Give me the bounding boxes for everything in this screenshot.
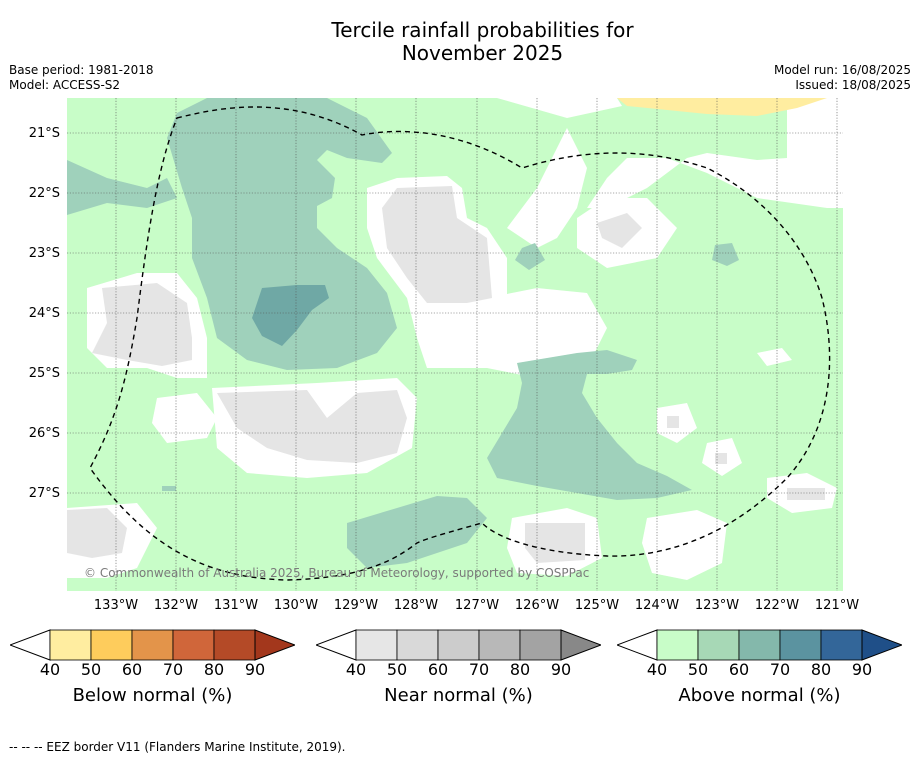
colorbar-tick-label: 40 [345, 660, 367, 679]
above-60-region [252, 285, 329, 346]
below-normal-legend-title: Below normal (%) [72, 685, 233, 706]
colorbar-tick-label: 50 [80, 660, 102, 679]
copyright-text: © Commonwealth of Australia 2025, Bureau… [84, 566, 590, 580]
lon-label: 121°W [814, 598, 860, 613]
colorbar-tick-label: 90 [550, 660, 572, 679]
colorbar-tick-label: 80 [203, 660, 225, 679]
colorbar-tick-label: 50 [687, 660, 709, 679]
colorbar-low-arrow [10, 629, 51, 661]
colorbar-high-arrow [254, 629, 295, 661]
colorbar-segment [820, 629, 863, 661]
near-normal-colorbar [316, 629, 601, 661]
colorbar-segment [49, 629, 92, 661]
title-line-1: Tercile rainfall probabilities for [331, 18, 634, 42]
colorbar-tick-label: 80 [810, 660, 832, 679]
colorbar-segment [478, 629, 521, 661]
colorbar-segment [213, 629, 256, 661]
lon-label: 127°W [454, 598, 500, 613]
colorbar-tick-label: 80 [509, 660, 531, 679]
colorbar-tick-label: 70 [162, 660, 184, 679]
title-line-2: November 2025 [401, 41, 564, 65]
colorbar-segment [697, 629, 740, 661]
colorbar-tick-label: 70 [468, 660, 490, 679]
map-title: Tercile rainfall probabilities for Novem… [0, 19, 919, 65]
below-normal-colorbar [10, 629, 295, 661]
lat-label: 26°S [28, 426, 60, 441]
above-normal-colorbar [617, 629, 902, 661]
model-run: Model run: 16/08/2025 [773, 63, 911, 77]
colorbar-tick-label: 60 [121, 660, 143, 679]
colorbar-segment [131, 629, 174, 661]
colorbar-segment [437, 629, 480, 661]
colorbar-tick-label: 60 [728, 660, 750, 679]
colorbar-low-arrow [316, 629, 357, 661]
lon-label: 129°W [333, 598, 379, 613]
eez-footnote: -- -- -- EEZ border V11 (Flanders Marine… [9, 740, 346, 754]
lon-label: 128°W [393, 598, 439, 613]
near-normal-legend-title: Near normal (%) [384, 685, 533, 706]
lat-label: 21°S [28, 126, 60, 141]
colorbar-low-arrow [617, 629, 658, 661]
lat-label: 27°S [28, 486, 60, 501]
lon-label: 130°W [273, 598, 319, 613]
lon-label: 123°W [694, 598, 740, 613]
meta-right: Model run: 16/08/2025 Issued: 18/08/2025 [774, 63, 911, 93]
colorbar-tick-label: 40 [39, 660, 61, 679]
colorbar-tick-label: 90 [244, 660, 266, 679]
colorbar-tick-label: 70 [769, 660, 791, 679]
eez-border-line [89, 106, 831, 581]
base-period: Base period: 1981-2018 [9, 63, 154, 77]
colorbar-high-arrow [861, 629, 902, 661]
lon-label: 132°W [153, 598, 199, 613]
rainfall-map [67, 98, 843, 591]
colorbar-tick-label: 50 [386, 660, 408, 679]
below-normal-region [617, 98, 827, 116]
colorbar-segment [519, 629, 562, 661]
lat-label: 25°S [28, 366, 60, 381]
colorbar-segment [355, 629, 398, 661]
colorbar-segment [656, 629, 699, 661]
colorbar-segment [396, 629, 439, 661]
colorbar-segment [90, 629, 133, 661]
meta-left: Base period: 1981-2018 Model: ACCESS-S2 [9, 63, 154, 93]
colorbar-tick-label: 90 [851, 660, 873, 679]
lat-label: 24°S [28, 306, 60, 321]
map-gridlines [67, 98, 843, 591]
above-normal-legend-title: Above normal (%) [678, 685, 841, 706]
lon-label: 131°W [213, 598, 259, 613]
colorbar-segment [779, 629, 822, 661]
issued-date: Issued: 18/08/2025 [795, 78, 911, 92]
colorbar-tick-label: 40 [646, 660, 668, 679]
lon-label: 122°W [754, 598, 800, 613]
lon-label: 124°W [634, 598, 680, 613]
lat-label: 22°S [28, 186, 60, 201]
lon-label: 133°W [93, 598, 139, 613]
near-normal-regions [67, 186, 825, 563]
colorbar-high-arrow [560, 629, 601, 661]
colorbar-segment [738, 629, 781, 661]
lon-label: 126°W [514, 598, 560, 613]
model-name: Model: ACCESS-S2 [9, 78, 121, 92]
colorbar-tick-label: 60 [427, 660, 449, 679]
above-50-regions [67, 98, 739, 568]
lat-label: 23°S [28, 246, 60, 261]
lon-label: 125°W [574, 598, 620, 613]
colorbar-segment [172, 629, 215, 661]
